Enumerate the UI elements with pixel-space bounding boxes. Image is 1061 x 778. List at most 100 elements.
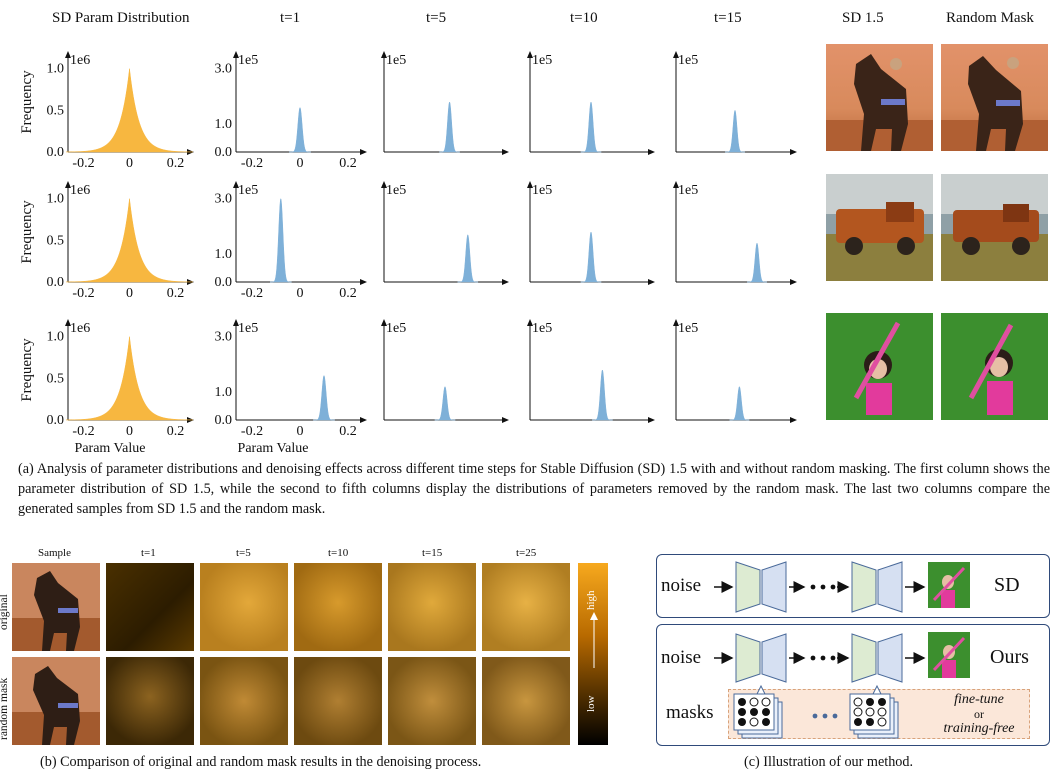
hist-scale-label: 1e6 bbox=[70, 321, 90, 336]
b-heatmap-original-t25 bbox=[482, 563, 570, 651]
hist-scale-label: 1e5 bbox=[238, 53, 258, 68]
header-t15: t=15 bbox=[714, 10, 742, 26]
sample-random-mask-girl bbox=[941, 313, 1048, 420]
b-sample-original bbox=[12, 563, 100, 651]
hist-x-arrow bbox=[502, 279, 509, 285]
hist-x-tick: 0.2 bbox=[339, 286, 357, 301]
hist-x-arrow bbox=[502, 149, 509, 155]
b-row-label-random-mask: random mask bbox=[0, 677, 10, 740]
caption-a: (a) Analysis of parameter distributions … bbox=[18, 461, 1050, 517]
hist-distribution-row3-sd-param bbox=[66, 336, 193, 421]
hist-x-arrow bbox=[360, 279, 367, 285]
hist-distribution-row1-t15 bbox=[725, 109, 745, 153]
hist-x-tick: 0 bbox=[126, 156, 133, 171]
hist-y-tick: 3.0 bbox=[215, 330, 233, 345]
b-heatmap-random-t25 bbox=[482, 657, 570, 745]
b-header-t15: t=15 bbox=[422, 547, 443, 559]
hist-x-tick: 0 bbox=[126, 424, 133, 439]
c-masks-label: masks bbox=[666, 702, 714, 723]
hist-y-arrow bbox=[233, 51, 239, 58]
hist-x-tick: 0.2 bbox=[167, 424, 185, 439]
hist-y-tick: 3.0 bbox=[215, 62, 233, 77]
sample-sd15-girl bbox=[826, 313, 933, 420]
sample-random-mask-horse bbox=[941, 44, 1048, 151]
header-random-mask: Random Mask bbox=[946, 10, 1034, 26]
b-heatmap-random-t15 bbox=[388, 657, 476, 745]
sample-sd15-horse bbox=[826, 44, 933, 151]
header-t10: t=10 bbox=[570, 10, 598, 26]
hist-y-tick: 0.5 bbox=[47, 371, 65, 386]
hist-x-tick: -0.2 bbox=[72, 156, 94, 171]
hist-x-arrow bbox=[360, 149, 367, 155]
hist-x-tick: 0.2 bbox=[167, 156, 185, 171]
hist-distribution-row2-sd-param bbox=[66, 198, 193, 283]
hist-x-tick: -0.2 bbox=[241, 286, 263, 301]
caption-b: (b) Comparison of original and random ma… bbox=[40, 754, 482, 770]
hist-y-tick: 0.0 bbox=[47, 145, 65, 160]
hist-x-arrow bbox=[790, 149, 797, 155]
hist-x-arrow bbox=[648, 149, 655, 155]
c-ours-label: Ours bbox=[990, 646, 1029, 668]
hist-x-arrow bbox=[360, 417, 367, 423]
hist-x-arrow bbox=[790, 417, 797, 423]
hist-y-arrow bbox=[527, 319, 533, 326]
hist-y-arrow bbox=[527, 51, 533, 58]
hist-xlabel-param-value: Param Value bbox=[75, 441, 146, 456]
hist-distribution-row3-t10 bbox=[592, 369, 613, 421]
sample-sd15-truck bbox=[826, 174, 933, 281]
hist-x-tick: 0.2 bbox=[339, 424, 357, 439]
hist-scale-label: 1e5 bbox=[386, 321, 406, 336]
hist-scale-label: 1e5 bbox=[678, 321, 698, 336]
hist-scale-label: 1e6 bbox=[70, 53, 90, 68]
c-sd-box bbox=[656, 554, 1050, 618]
hist-y-arrow bbox=[233, 181, 239, 188]
hist-x-tick: 0.2 bbox=[167, 286, 185, 301]
hist-distribution-row1-sd-param bbox=[66, 68, 193, 153]
c-sd-noise-label: noise bbox=[661, 575, 702, 596]
hist-y-tick: 1.0 bbox=[215, 247, 233, 262]
hist-y-tick: 1.0 bbox=[47, 62, 65, 77]
hist-y-tick: 0.0 bbox=[215, 145, 233, 160]
hist-y-tick: 1.0 bbox=[47, 330, 65, 345]
hist-y-tick: 0.0 bbox=[47, 413, 65, 428]
b-colorbar-high: high bbox=[585, 590, 597, 610]
hist-x-arrow bbox=[790, 279, 797, 285]
header-sd-param-distribution: SD Param Distribution bbox=[52, 10, 190, 26]
b-header-sample: Sample bbox=[38, 547, 71, 559]
hist-y-tick: 1.0 bbox=[47, 192, 65, 207]
hist-ylabel-frequency: Frequency bbox=[19, 70, 35, 134]
hist-y-arrow bbox=[673, 319, 679, 326]
hist-y-arrow bbox=[673, 181, 679, 188]
hist-distribution-row1-t5 bbox=[439, 101, 460, 153]
hist-x-tick: -0.2 bbox=[241, 156, 263, 171]
hist-y-tick: 3.0 bbox=[215, 192, 233, 207]
b-header-t1: t=1 bbox=[141, 547, 156, 559]
b-heatmap-original-t5 bbox=[200, 563, 288, 651]
hist-scale-label: 1e5 bbox=[678, 53, 698, 68]
hist-scale-label: 1e5 bbox=[532, 53, 552, 68]
hist-ylabel-frequency: Frequency bbox=[19, 200, 35, 264]
hist-scale-label: 1e5 bbox=[238, 183, 258, 198]
hist-y-tick: 1.0 bbox=[215, 385, 233, 400]
hist-distribution-row1-t1 bbox=[289, 107, 311, 153]
header-t5: t=5 bbox=[426, 10, 447, 26]
b-heatmap-original-t10 bbox=[294, 563, 382, 651]
hist-scale-label: 1e5 bbox=[532, 183, 552, 198]
hist-y-tick: 0.0 bbox=[215, 275, 233, 290]
b-heatmap-random-t10 bbox=[294, 657, 382, 745]
hist-y-tick: 0.5 bbox=[47, 233, 65, 248]
hist-scale-label: 1e5 bbox=[238, 321, 258, 336]
b-heatmap-original-t15 bbox=[388, 563, 476, 651]
hist-x-tick: 0 bbox=[297, 286, 304, 301]
c-ours-noise-label: noise bbox=[661, 647, 702, 668]
hist-ylabel-frequency: Frequency bbox=[19, 338, 35, 402]
hist-distribution-row2-t15 bbox=[747, 242, 767, 283]
b-colorbar-arrow bbox=[590, 612, 598, 668]
b-row-label-original: original bbox=[0, 594, 10, 630]
hist-x-arrow bbox=[502, 417, 509, 423]
sample-random-mask-truck bbox=[941, 174, 1048, 281]
b-heatmap-random-t5 bbox=[200, 657, 288, 745]
hist-distribution-row3-t5 bbox=[434, 386, 456, 421]
hist-distribution-row1-t10 bbox=[580, 101, 602, 153]
hist-scale-label: 1e6 bbox=[70, 183, 90, 198]
